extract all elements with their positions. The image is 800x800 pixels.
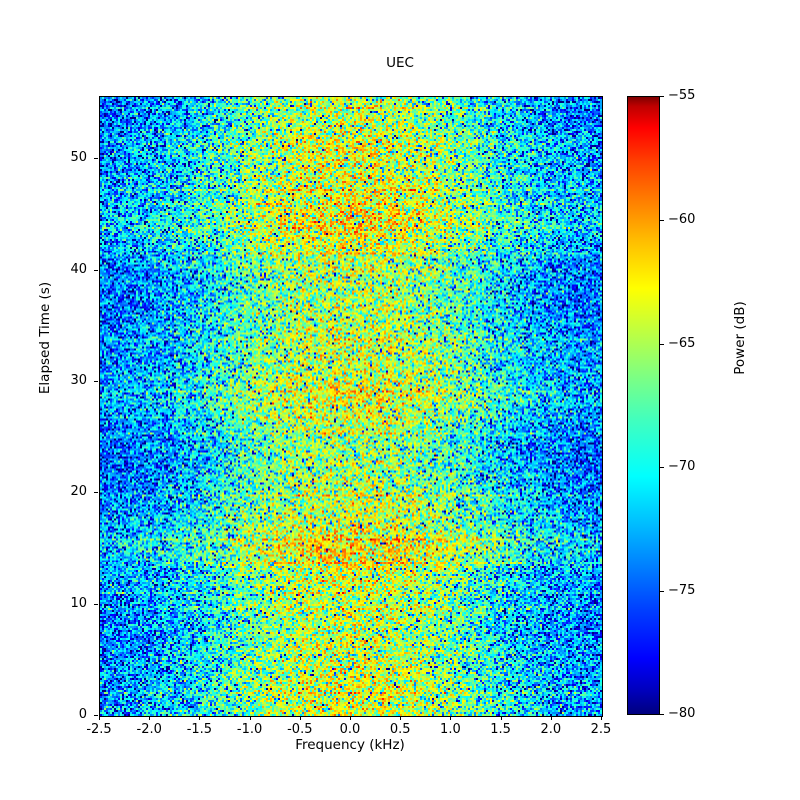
x-tick-mark	[551, 716, 552, 720]
y-tick-label: 30	[70, 373, 87, 388]
spectrogram-heatmap	[100, 97, 602, 716]
y-tick-label: 20	[70, 484, 87, 500]
colorbar-tick-mark	[660, 220, 664, 221]
y-tick-label: 50	[70, 150, 87, 166]
x-tick-label: 2.5	[590, 722, 612, 737]
y-tick-label: 40	[70, 261, 87, 277]
colorbar-tick-mark	[660, 591, 664, 592]
title-line-instrument: UEC	[386, 55, 414, 71]
x-tick-label: -0.5	[287, 722, 313, 737]
y-tick-label: 0	[78, 707, 87, 722]
colorbar-tick-label: −60	[668, 211, 696, 227]
x-tick-mark	[199, 716, 200, 720]
x-axis-label: Frequency (kHz)	[295, 737, 405, 753]
x-tick-label: -2.5	[86, 722, 112, 737]
x-tick-label: -1.5	[186, 722, 213, 737]
x-tick-mark	[601, 716, 602, 720]
x-tick-mark	[450, 716, 451, 720]
colorbar-tick-mark	[660, 96, 664, 97]
y-tick-label: 10	[70, 595, 87, 611]
colorbar-tick-mark	[660, 467, 664, 468]
y-tick-mark	[94, 604, 98, 605]
x-tick-label: -2.0	[136, 722, 162, 737]
colorbar-gradient	[627, 96, 660, 715]
x-tick-label: 1.0	[440, 722, 461, 737]
x-tick-label: 2.0	[540, 722, 562, 737]
x-tick-mark	[350, 716, 351, 720]
x-tick-mark	[501, 716, 502, 720]
y-axis-label: Elapsed Time (s)	[37, 281, 53, 395]
colorbar-tick-label: −70	[668, 459, 696, 475]
y-tick-mark	[94, 381, 98, 382]
x-tick-mark	[99, 716, 100, 720]
spectrogram-axes	[99, 96, 603, 717]
x-tick-label: -1.0	[236, 722, 263, 737]
colorbar-tick-mark	[660, 344, 664, 345]
y-tick-mark	[94, 715, 98, 716]
colorbar	[627, 96, 660, 715]
colorbar-label: Power (dB)	[732, 301, 748, 375]
colorbar-tick-label: −55	[668, 88, 696, 103]
x-tick-label: 1.5	[490, 722, 511, 737]
x-tick-mark	[149, 716, 150, 720]
x-tick-label: 0.5	[389, 722, 411, 737]
x-tick-mark	[400, 716, 401, 720]
colorbar-tick-label: −75	[668, 583, 696, 599]
x-tick-mark	[250, 716, 251, 720]
y-tick-mark	[94, 158, 98, 159]
y-tick-mark	[94, 270, 98, 271]
y-tick-mark	[94, 492, 98, 493]
colorbar-tick-label: −65	[668, 335, 696, 351]
x-tick-mark	[300, 716, 301, 720]
colorbar-tick-label: −80	[668, 706, 696, 721]
colorbar-tick-mark	[660, 714, 664, 715]
x-tick-label: 0.0	[339, 722, 361, 737]
